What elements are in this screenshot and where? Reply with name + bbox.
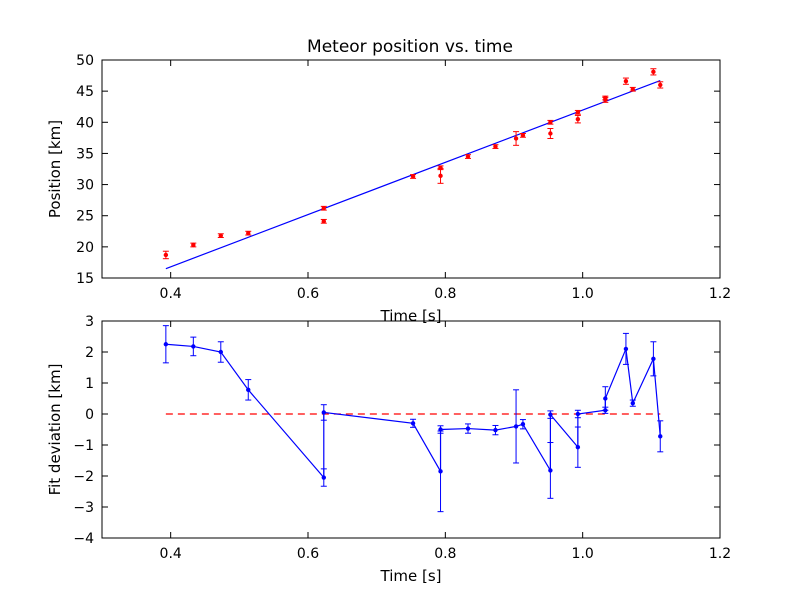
deviation-chart-y-tick-label: 3 xyxy=(85,314,94,330)
deviation-chart: 0.4 0.6 0.8 1.0 1.2 −4 −3 −2 −1 0 1 2 3 Time [s] Fi… xyxy=(46,314,731,585)
deviation-chart-frame xyxy=(101,320,721,539)
data-point xyxy=(548,468,553,473)
data-point xyxy=(163,342,169,347)
data-point xyxy=(438,173,443,179)
data-point xyxy=(548,131,553,136)
deviation-chart-marks xyxy=(162,325,664,513)
position-chart: Meteor position vs. time 0.4 0.6 0.8 1.0 1.2… xyxy=(46,37,731,325)
data-point xyxy=(623,78,629,84)
deviation-chart-y-tick-label: −3 xyxy=(73,500,94,516)
data-point xyxy=(513,424,519,429)
data-point xyxy=(438,469,443,474)
data-point xyxy=(658,82,663,88)
data-point xyxy=(493,144,498,149)
deviation-chart-y-tick-label: 2 xyxy=(85,345,94,361)
deviation-chart-y-ticks: −4 −3 −2 −1 0 1 2 3 xyxy=(73,314,720,547)
position-chart-y-ticks: 15 20 25 30 35 40 45 50 xyxy=(76,53,720,287)
data-point xyxy=(410,421,416,426)
position-chart-y-tick-label: 15 xyxy=(76,271,94,287)
position-chart-x-tick-label: 1.2 xyxy=(709,286,731,302)
data-point xyxy=(630,87,635,92)
data-point xyxy=(246,387,251,393)
position-chart-y-tick-label: 40 xyxy=(76,115,94,131)
data-point xyxy=(603,95,608,101)
data-point xyxy=(520,133,526,138)
deviation-chart-x-tick-label: 0.8 xyxy=(434,546,456,562)
data-point xyxy=(410,174,416,179)
position-chart-y-tick-label: 20 xyxy=(76,240,94,256)
position-chart-y-axis-label: Position [km] xyxy=(46,120,64,218)
data-point xyxy=(438,427,443,432)
data-point xyxy=(603,396,608,401)
data-point xyxy=(548,412,553,417)
deviation-chart-x-ticks: 0.4 0.6 0.8 1.0 1.2 xyxy=(160,321,731,562)
deviation-chart-x-axis-label: Time [s] xyxy=(380,567,442,585)
data-point xyxy=(520,422,526,427)
deviation-chart-y-tick-label: 0 xyxy=(85,407,94,423)
deviation-chart-y-tick-label: 1 xyxy=(85,376,94,392)
data-point xyxy=(465,154,471,159)
data-point xyxy=(575,411,581,417)
data-point xyxy=(438,165,443,170)
deviation-chart-y-tick-label: −4 xyxy=(73,531,94,547)
deviation-chart-y-tick-label: −1 xyxy=(73,438,94,454)
position-chart-x-ticks: 0.4 0.6 0.8 1.0 1.2 xyxy=(160,60,731,302)
position-chart-marks xyxy=(162,68,664,270)
data-point xyxy=(218,233,223,238)
position-chart-y-tick-label: 25 xyxy=(76,209,94,225)
position-chart-x-tick-label: 1.0 xyxy=(572,286,594,302)
deviation-chart-y-axis-label: Fit deviation [km] xyxy=(46,364,64,496)
data-point xyxy=(163,252,169,258)
deviation-chart-x-tick-label: 1.2 xyxy=(709,546,731,562)
position-chart-y-tick-label: 30 xyxy=(76,178,94,194)
deviation-chart-x-tick-label: 0.4 xyxy=(160,546,182,562)
data-point xyxy=(623,346,629,352)
data-point xyxy=(651,356,656,362)
data-point xyxy=(321,219,326,224)
data-point xyxy=(575,110,581,115)
data-point xyxy=(493,427,498,433)
data-point xyxy=(575,116,581,122)
position-chart-x-axis-label: Time [s] xyxy=(380,307,442,325)
data-point xyxy=(651,69,656,75)
deviation-chart-x-tick-label: 1.0 xyxy=(572,546,594,562)
data-point xyxy=(465,426,471,431)
data-point xyxy=(548,120,553,125)
data-point xyxy=(321,475,326,480)
position-chart-y-tick-label: 45 xyxy=(76,84,94,100)
position-chart-frame xyxy=(101,59,721,279)
position-chart-x-tick-label: 0.8 xyxy=(434,286,456,302)
data-point xyxy=(218,349,223,355)
data-point xyxy=(321,206,326,211)
position-chart-x-tick-label: 0.6 xyxy=(297,286,319,302)
data-point xyxy=(191,242,196,248)
position-chart-x-tick-label: 0.4 xyxy=(160,286,182,302)
data-point xyxy=(513,136,519,141)
deviation-chart-x-tick-label: 0.6 xyxy=(297,546,319,562)
data-point xyxy=(321,410,326,415)
data-point xyxy=(246,230,251,236)
data-point xyxy=(191,344,196,349)
position-chart-y-tick-label: 50 xyxy=(76,53,94,69)
position-chart-title: Meteor position vs. time xyxy=(307,37,513,57)
data-point xyxy=(575,444,581,450)
deviation-chart-y-tick-label: −2 xyxy=(73,469,94,485)
position-chart-y-tick-label: 35 xyxy=(76,146,94,162)
data-point xyxy=(658,434,663,439)
data-point xyxy=(630,400,635,406)
